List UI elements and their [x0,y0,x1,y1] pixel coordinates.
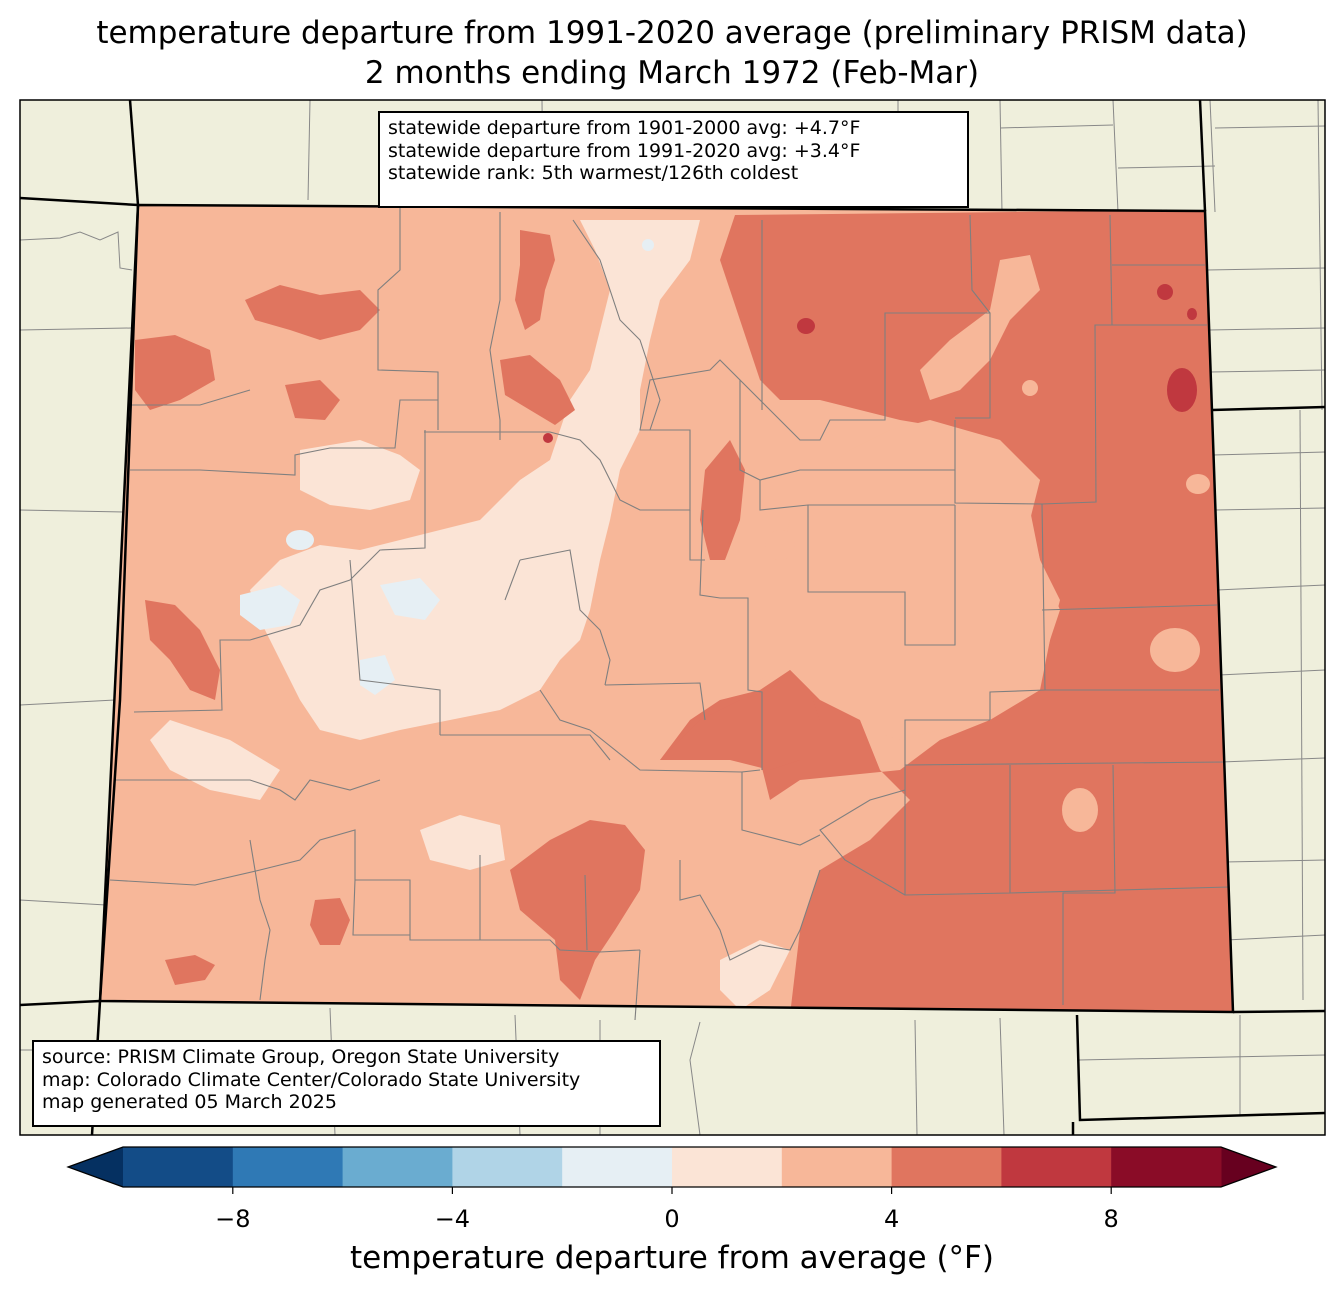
colorbar-segment [452,1147,563,1187]
anomaly-region-negative-1 [240,585,300,630]
colorbar-segment [891,1147,1002,1187]
anomaly-island-east-3 [1150,628,1200,672]
colorbar-tick-label: 4 [883,1205,900,1233]
colorbar-tick-label: 8 [1103,1205,1119,1233]
colorbar-tick-label: −8 [215,1205,251,1233]
anomaly-region-negative-5 [642,239,654,251]
stats-line-1991-2020: statewide departure from 1991-2020 avg: … [388,139,861,162]
anomaly-region-west-4 [285,380,340,420]
colorbar-over-extension [1221,1147,1276,1187]
anomaly-region-west-3 [245,285,380,340]
map-frame [19,99,1326,1136]
anomaly-region-mountains [250,220,700,740]
colorbar-under-extension [68,1147,123,1187]
anomaly-region-negative-3 [360,655,395,695]
anomaly-region-north-2 [500,355,575,425]
colorbar-segment [123,1147,234,1187]
anomaly-region-north-1 [515,230,555,330]
source-line: source: PRISM Climate Group, Oregon Stat… [42,1046,560,1068]
colorbar-segment [232,1147,344,1187]
anomaly-region-west-2 [135,335,215,410]
anomaly-hotspot-1 [1167,368,1197,412]
colorbar-segment [1111,1147,1222,1187]
anomaly-region-south-1 [510,820,645,1000]
anomaly-region-south-2 [165,955,215,985]
anomaly-hotspot-3 [797,318,815,334]
colorbar-segment [781,1147,893,1187]
stats-line-1901-2000: statewide departure from 1901-2000 avg: … [388,117,861,139]
anomaly-island-east-6 [1186,474,1210,494]
statewide-stats-box: statewide departure from 1901-2000 avg: … [378,111,969,208]
anomaly-region-sanluis-cool [420,815,505,870]
anomaly-hotspot-6 [543,433,553,443]
anomaly-region-negative-2 [380,578,440,620]
anomaly-island-east-1 [740,420,1060,740]
colorbar-segment [1001,1147,1112,1187]
colorado-county-lines [109,208,1230,1021]
anomaly-island-east-4 [1062,788,1098,832]
stats-line-rank: statewide rank: 5th warmest/126th coldes… [388,162,799,184]
colorbar-tick-label: 0 [664,1205,680,1233]
anomaly-region-front-range [700,440,745,560]
colorbar-outline [66,1146,1278,1188]
colorbar-tick-label: −4 [434,1205,471,1233]
map-credit-line: map: Colorado Climate Center/Colorado St… [42,1068,581,1091]
source-box: source: PRISM Climate Group, Oregon Stat… [32,1040,661,1127]
colorbar-title: temperature departure from average (°F) [350,1240,994,1276]
anomaly-hotspot-4 [1187,308,1197,320]
anomaly-region-negative-4 [286,530,314,550]
colorbar-segment [562,1147,673,1187]
anomaly-island-east-7 [1022,380,1038,396]
colorbar [66,1146,1278,1194]
colorbar-segment [342,1147,453,1187]
anomaly-island-east-5 [765,530,795,560]
anomaly-region-central-east [660,670,820,770]
generated-date-line: map generated 05 March 2025 [42,1091,337,1113]
colorbar-segment [672,1147,783,1187]
anomaly-island-east-2 [920,255,1040,400]
map-title: temperature departure from 1991-2020 ave… [96,15,1248,51]
anomaly-region-west-1 [145,600,220,700]
anomaly-region-mountains-2 [300,440,420,510]
neighboring-states [20,100,1325,1135]
map-subtitle: 2 months ending March 1972 (Feb-Mar) [364,55,980,91]
anomaly-region-south-cool [720,940,790,1010]
anomaly-hotspot-2 [1157,284,1173,300]
anomaly-region-south-3 [310,898,350,945]
